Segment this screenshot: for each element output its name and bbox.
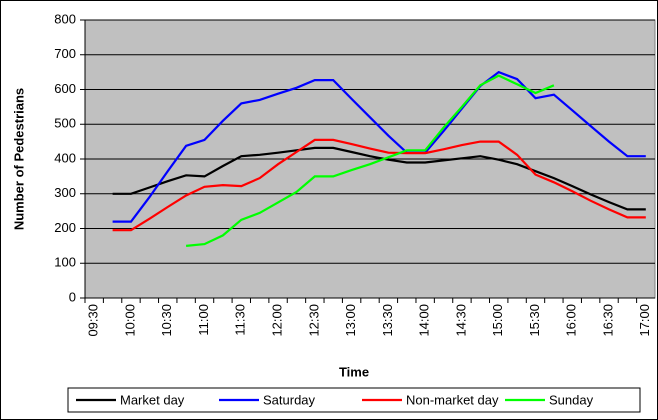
x-tick-label: 15:00 xyxy=(490,304,505,337)
y-tick-label: 300 xyxy=(54,185,76,200)
y-axis-title: Number of Pedestrians xyxy=(11,88,26,230)
x-tick-label: 09:30 xyxy=(86,304,101,337)
series-line xyxy=(185,74,555,247)
x-tick-label: 14:30 xyxy=(453,304,468,337)
x-tick-label: 15:30 xyxy=(527,304,542,337)
x-tick-label: 11:30 xyxy=(233,304,248,336)
y-tick-label: 400 xyxy=(54,150,76,165)
x-tick-label: 12:30 xyxy=(306,304,321,337)
x-tick-label: 10:00 xyxy=(122,304,137,337)
legend-label: Non-market day xyxy=(406,392,499,407)
legend-label: Sunday xyxy=(549,392,594,407)
x-tick-label: 13:30 xyxy=(380,304,395,337)
y-tick-label: 600 xyxy=(54,81,76,96)
y-tick-label: 100 xyxy=(54,255,76,270)
legend-label: Market day xyxy=(120,392,185,407)
y-tick-label: 200 xyxy=(54,220,76,235)
series-line xyxy=(112,146,646,211)
legend-label: Saturday xyxy=(263,392,316,407)
x-tick-label: 13:00 xyxy=(343,304,358,337)
x-tick-label: 17:00 xyxy=(637,304,652,337)
x-tick-label: 11:00 xyxy=(196,304,211,336)
y-tick-label: 800 xyxy=(54,11,76,26)
x-tick-label: 16:30 xyxy=(600,304,615,337)
x-axis-title: Time xyxy=(339,364,369,379)
y-tick-label: 500 xyxy=(54,116,76,131)
x-tick-label: 14:00 xyxy=(417,304,432,337)
series-line xyxy=(112,138,646,232)
y-tick-label: 700 xyxy=(54,46,76,61)
y-tick-label: 0 xyxy=(69,289,76,304)
x-tick-label: 16:00 xyxy=(564,304,579,337)
x-tick-label: 12:00 xyxy=(270,304,285,337)
x-tick-label: 10:30 xyxy=(159,304,174,337)
series-line xyxy=(112,70,646,223)
